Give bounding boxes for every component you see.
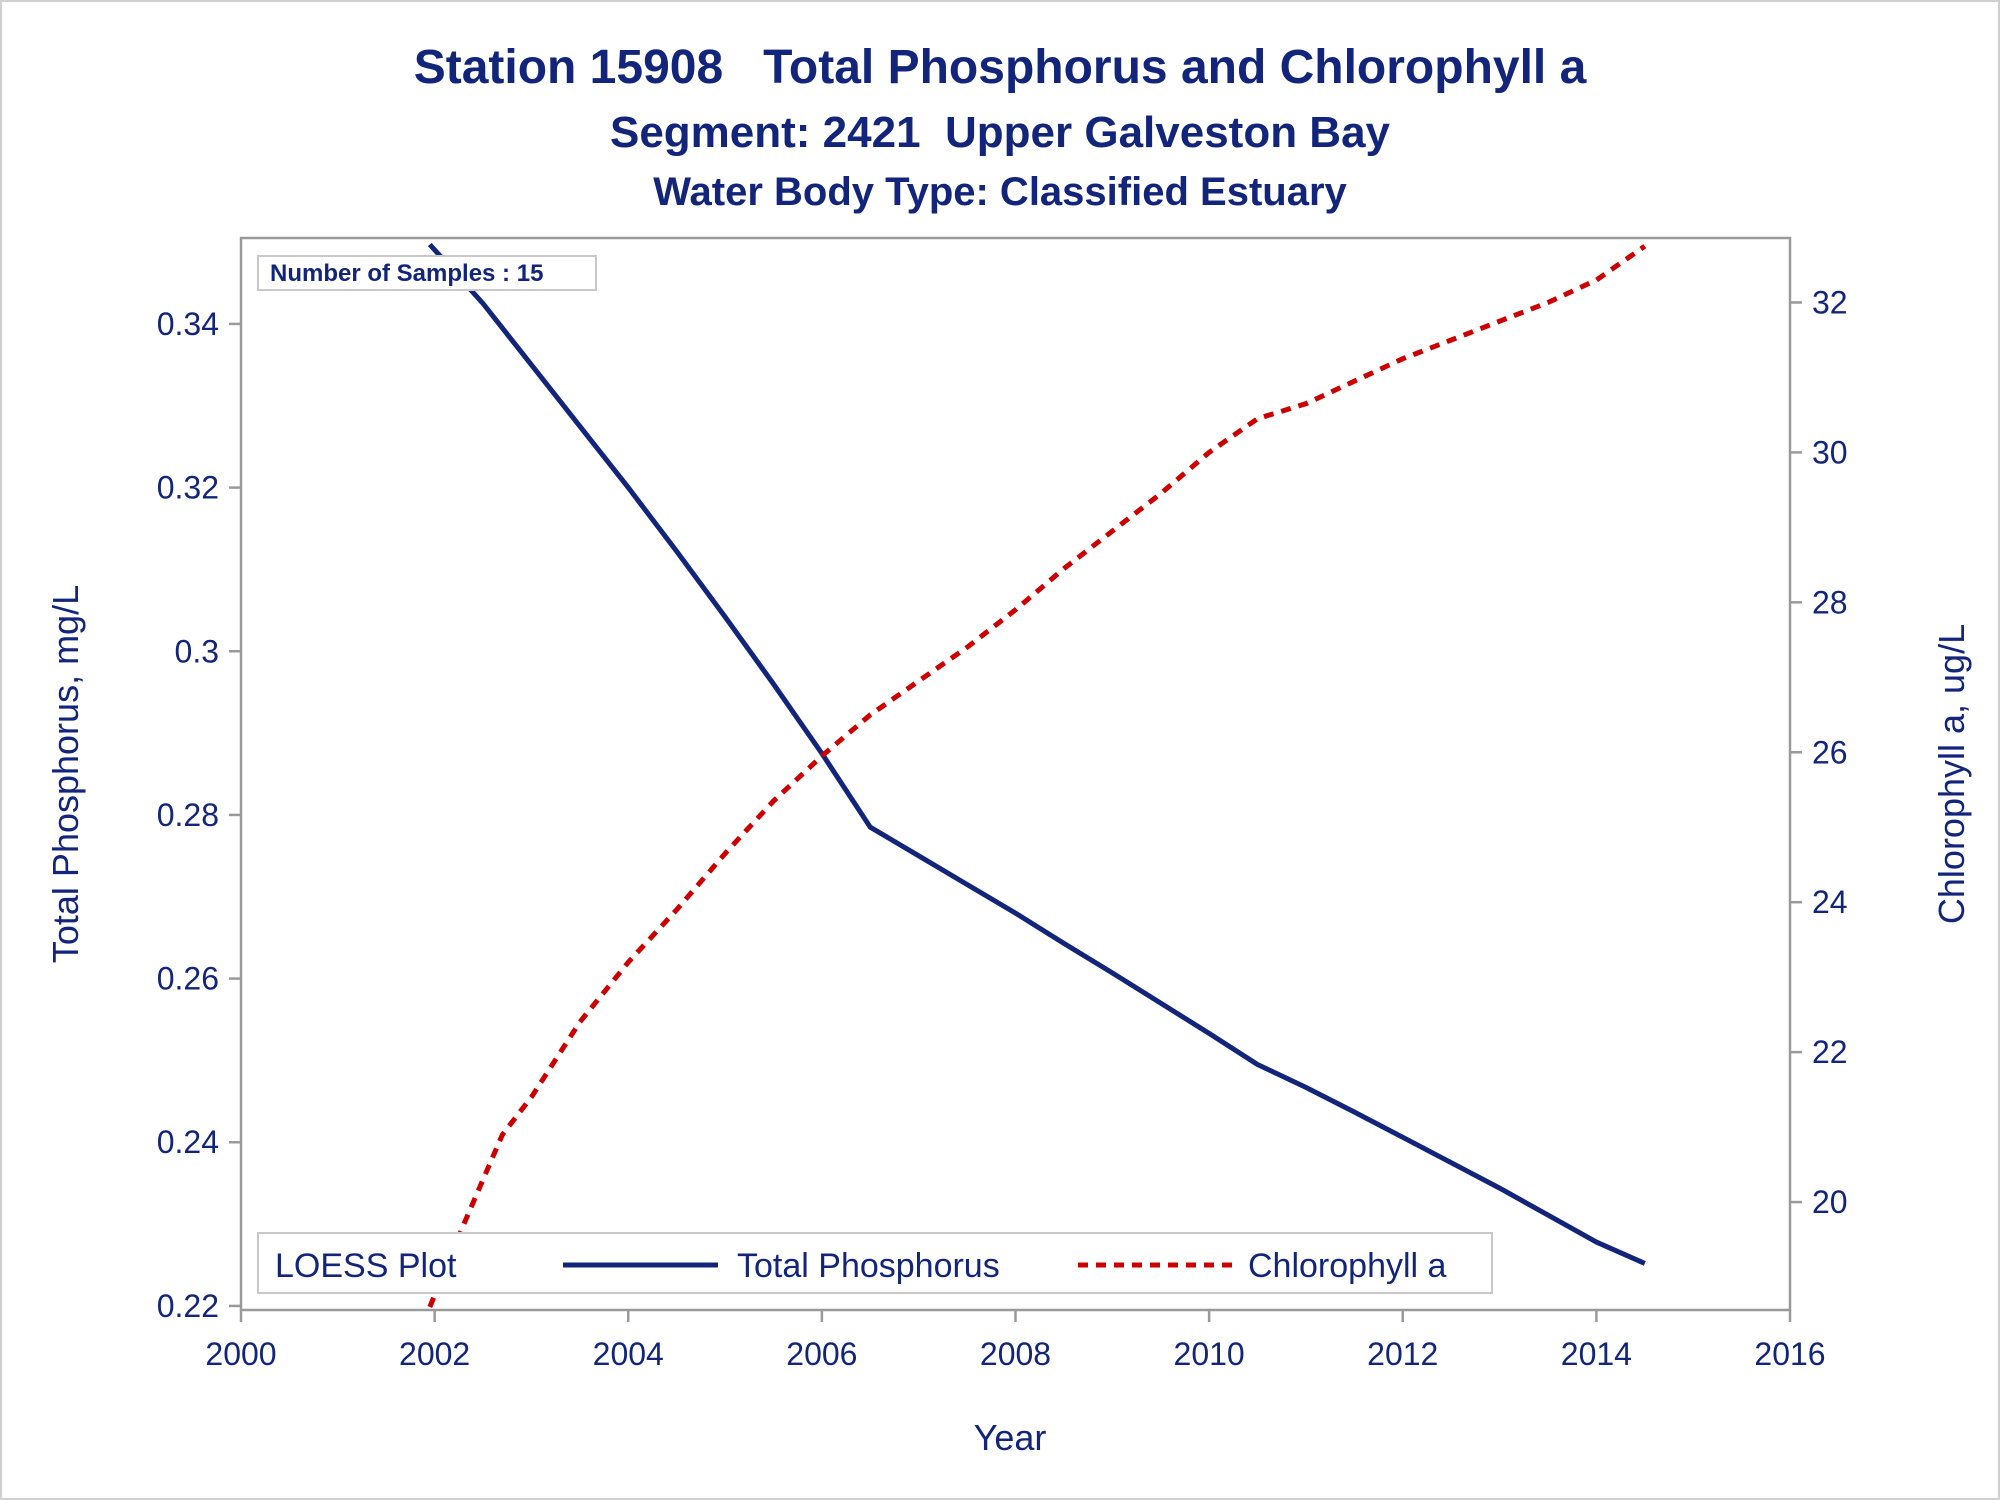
y-tick-label: 0.32	[157, 470, 219, 506]
y-axis-left: 0.22 0.24 0.26 0.28 0.3 0.32 0.34	[157, 306, 241, 1324]
y2-tick-label: 30	[1812, 434, 1848, 470]
legend-box	[257, 1232, 1493, 1294]
x-tick-label: 2016	[1754, 1336, 1825, 1372]
x-tick-label: 2014	[1561, 1336, 1632, 1372]
y-tick-label: 0.34	[157, 306, 219, 342]
series-line-total-phosphorus	[427, 242, 1646, 1266]
series-layer	[427, 242, 1647, 1308]
x-tick-label: 2000	[205, 1336, 276, 1372]
legend-label-total-phosphorus: Total Phosphorus	[737, 1247, 1000, 1285]
y2-tick-label: 24	[1812, 884, 1848, 920]
chart-subtitle-water-body: Water Body Type: Classified Estuary	[653, 170, 1347, 214]
y-tick-label: 0.26	[157, 961, 219, 997]
y2-tick-label: 26	[1812, 734, 1848, 770]
samples-annotation-box	[257, 255, 597, 291]
x-axis: 2000 2002 2004 2006 2008 2010 2012 2014 2016	[205, 1310, 1826, 1372]
legend-label-chlorophyll-a: Chlorophyll a	[1248, 1247, 1447, 1285]
legend-title: LOESS Plot	[275, 1247, 457, 1285]
y-tick-label: 0.22	[157, 1288, 219, 1324]
y-tick-label: 0.28	[157, 797, 219, 833]
x-tick-label: 2006	[786, 1336, 857, 1372]
y-axis-label: Total Phosphorus, mg/L	[45, 585, 86, 963]
y-tick-label: 0.3	[175, 633, 219, 669]
y2-tick-label: 22	[1812, 1034, 1848, 1070]
chart-subtitle: Segment: 2421 Upper Galveston Bay	[609, 108, 1391, 157]
y2-tick-label: 28	[1812, 584, 1848, 620]
y2-axis-label: Chlorophyll a, ug/L	[1931, 624, 1972, 924]
x-axis-label: Year	[974, 1417, 1047, 1458]
y-axis-right: 20 22 24 26 28 30 32	[1790, 284, 1848, 1220]
chart-title: Station 15908 Total Phosphorus and Chlor…	[413, 41, 1587, 94]
y2-tick-label: 32	[1812, 284, 1848, 320]
series-line-chlorophyll-a	[427, 244, 1647, 1308]
y-tick-label: 0.24	[157, 1124, 219, 1160]
x-tick-label: 2002	[399, 1336, 470, 1372]
samples-annotation: Number of Samples : 15	[257, 255, 597, 291]
x-tick-label: 2012	[1367, 1336, 1438, 1372]
y2-tick-label: 20	[1812, 1184, 1848, 1220]
x-tick-label: 2010	[1174, 1336, 1245, 1372]
x-tick-label: 2004	[593, 1336, 664, 1372]
legend: LOESS Plot Total Phosphorus Chlorophyll …	[257, 1232, 1493, 1294]
x-tick-label: 2008	[980, 1336, 1051, 1372]
samples-annotation-text: Number of Samples : 15	[270, 260, 543, 287]
plot-area	[239, 236, 1792, 1312]
